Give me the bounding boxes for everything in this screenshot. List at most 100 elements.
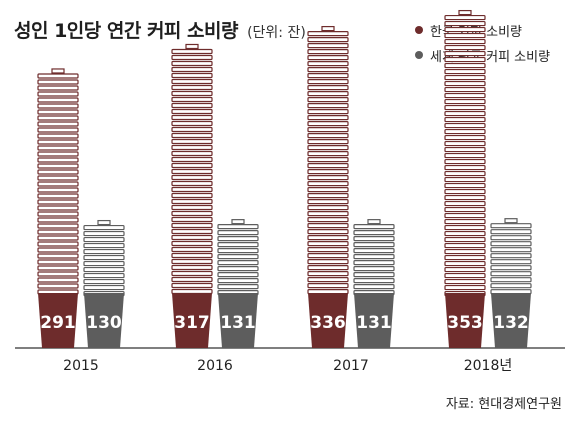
cup-stack-line xyxy=(444,128,486,135)
value-label-korea-2: 336 xyxy=(310,313,346,333)
cup-stack-line xyxy=(444,272,486,279)
cup-stack-line xyxy=(37,193,79,199)
cup-stack-line xyxy=(37,133,79,139)
cup-stack-line xyxy=(37,217,79,223)
cup-stack-line xyxy=(37,271,79,277)
cup-stack-line xyxy=(307,126,349,133)
cup-lid-knob xyxy=(458,9,472,16)
cup-stack-line xyxy=(444,74,486,81)
cup-stack-line xyxy=(37,259,79,265)
cup-sleeve xyxy=(354,293,394,348)
cup-stack-line xyxy=(37,175,79,181)
cup-stack-line xyxy=(37,241,79,247)
cup-stack-line xyxy=(307,186,349,193)
cup-stack-line xyxy=(307,156,349,163)
cup-stack-line xyxy=(444,26,486,33)
cup-stack-line xyxy=(83,230,125,237)
value-label-korea-1: 317 xyxy=(174,313,210,333)
cup-stack-line xyxy=(307,216,349,223)
cup-stack-line xyxy=(444,14,486,21)
cup-stack-line xyxy=(217,254,259,260)
cup-stack-line xyxy=(307,120,349,127)
cup-stack-line xyxy=(307,60,349,67)
cup-stack-line xyxy=(83,248,125,255)
cup-stack-line xyxy=(307,144,349,151)
cup-stack-line xyxy=(444,284,486,291)
cup-stack-line xyxy=(37,139,79,145)
cup-stack-line xyxy=(353,224,395,230)
cup-stack-line xyxy=(171,156,213,163)
cup-stack-line xyxy=(307,48,349,55)
cup-stack-line xyxy=(444,266,486,273)
cup-stack-line xyxy=(37,115,79,121)
cup-stack-line xyxy=(171,204,213,211)
cup-stack-line xyxy=(444,230,486,237)
cup-stack-line xyxy=(307,90,349,97)
cup-stack-line xyxy=(490,265,532,271)
cup-stack-line xyxy=(37,145,79,151)
cup-stack-line xyxy=(307,84,349,91)
cup-stack-line xyxy=(217,236,259,242)
cup-stack-line xyxy=(307,36,349,43)
cup-bar-korea-3 xyxy=(444,9,486,348)
cup-stack-line xyxy=(307,198,349,205)
cup-stack-line xyxy=(490,259,532,265)
legend-swatch-world xyxy=(415,51,423,59)
cup-stack-line xyxy=(307,66,349,73)
cup-stack-line xyxy=(444,38,486,45)
cup-stack-line xyxy=(307,72,349,79)
cup-lid-knob xyxy=(367,219,381,225)
cup-stack-line xyxy=(444,116,486,123)
cup-stack-line xyxy=(444,50,486,57)
cup-stack-line xyxy=(307,132,349,139)
cup-stack-line xyxy=(353,230,395,236)
cup-stack-line xyxy=(444,206,486,213)
cup-stack-line xyxy=(37,283,79,289)
cup-stack-line xyxy=(490,241,532,247)
cup-stack-line xyxy=(171,132,213,139)
cup-stack-line xyxy=(307,288,349,295)
cup-stack-line xyxy=(490,277,532,283)
cup-stack-line xyxy=(444,20,486,27)
cup-stack-line xyxy=(444,218,486,225)
cup-stack-line xyxy=(353,254,395,260)
cup-stack-line xyxy=(37,91,79,97)
cup-stack-line xyxy=(171,54,213,61)
cup-stack-line xyxy=(307,234,349,241)
cup-stack-line xyxy=(307,168,349,175)
cup-stack-line xyxy=(37,235,79,241)
cup-stack-line xyxy=(490,283,532,289)
cup-stack-line xyxy=(307,150,349,157)
cup-stack-line xyxy=(444,170,486,177)
cup-stack-line xyxy=(171,138,213,145)
cup-stack-line xyxy=(171,48,213,55)
cup-stack-line xyxy=(444,248,486,255)
cup-stack-line xyxy=(307,114,349,121)
cup-sleeve xyxy=(38,293,78,348)
cup-stack-line xyxy=(171,102,213,109)
cup-stack-line xyxy=(217,230,259,236)
cup-stack-line xyxy=(171,144,213,151)
cup-bar-world-3 xyxy=(490,218,532,348)
cup-stack-line xyxy=(83,260,125,267)
cup-stack-line xyxy=(444,194,486,201)
cup-stack-line xyxy=(307,54,349,61)
cup-bar-world-1 xyxy=(217,219,259,348)
cup-stack-line xyxy=(444,98,486,105)
cup-stack-line xyxy=(353,236,395,242)
cup-stack-line xyxy=(490,247,532,253)
cup-stack-line xyxy=(490,253,532,259)
cup-stack-line xyxy=(307,96,349,103)
cup-bar-korea-0 xyxy=(37,68,79,348)
cup-stack-line xyxy=(171,78,213,85)
cup-stack-line xyxy=(444,92,486,99)
cup-stack-line xyxy=(171,222,213,229)
cup-stack-line xyxy=(37,223,79,229)
cup-stack-line xyxy=(444,56,486,63)
cup-stack-line xyxy=(37,163,79,169)
cup-stack-line xyxy=(307,252,349,259)
cup-stack-line xyxy=(307,240,349,247)
cup-stack-line xyxy=(171,216,213,223)
cup-stack-line xyxy=(37,79,79,85)
cup-stack-line xyxy=(171,234,213,241)
